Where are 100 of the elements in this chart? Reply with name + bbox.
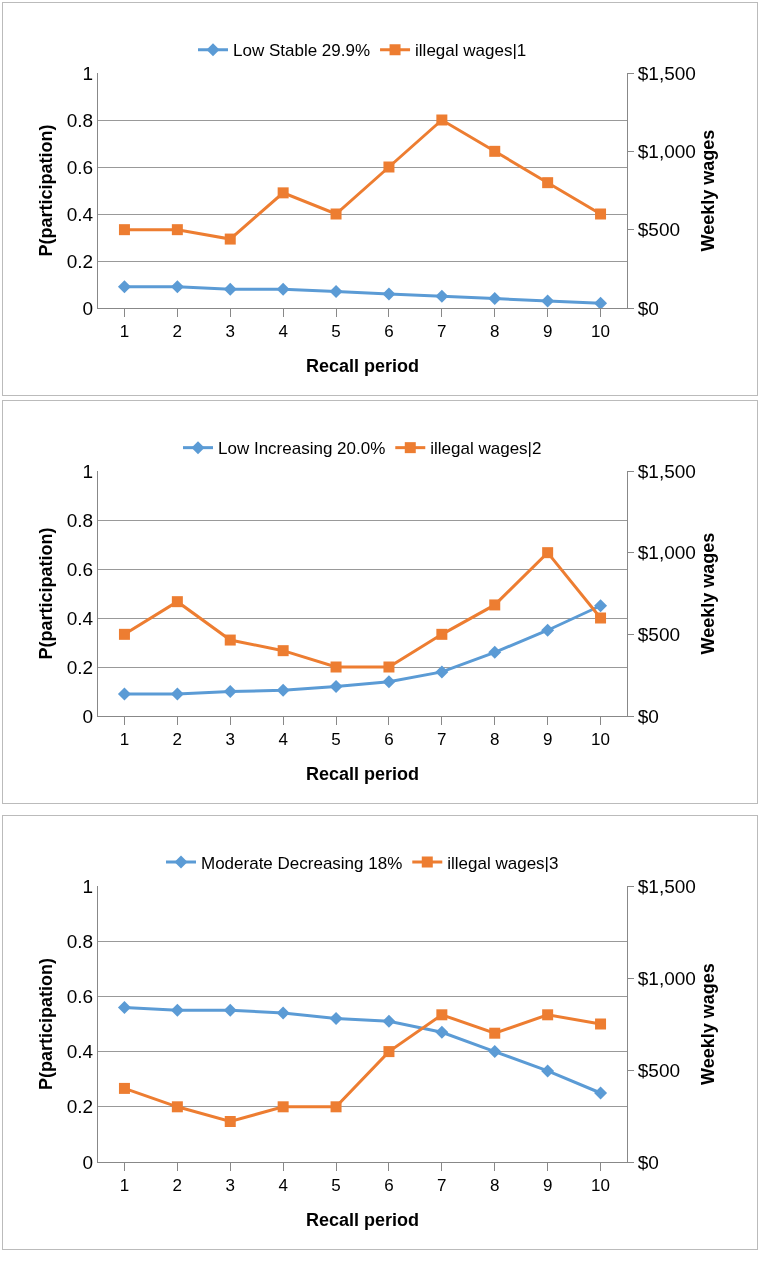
point (435, 1025, 449, 1039)
y-tick-label: 0.2 (66, 656, 94, 678)
point (382, 675, 396, 689)
x-tick-label: 6 (384, 322, 394, 342)
legend-label: Low Increasing 20.0% (218, 439, 386, 459)
point (330, 1101, 342, 1113)
point (170, 687, 184, 701)
y-tick-label: 0.6 (66, 986, 94, 1008)
y-tick-label: 0.6 (66, 558, 94, 580)
y-tick-label: 0.8 (66, 109, 94, 131)
point (223, 685, 237, 698)
y-tick-label: 0.4 (66, 607, 94, 629)
point (594, 1086, 608, 1100)
x-tick-label: 1 (119, 730, 130, 750)
x-tick-label: 3 (225, 1176, 235, 1196)
y-tick-label: 0.8 (66, 930, 94, 952)
x-tick-label: 9 (542, 1176, 553, 1196)
x-axis-title: Recall period (305, 764, 420, 784)
point (276, 683, 290, 697)
x-tick-label: 4 (278, 322, 288, 342)
point (277, 645, 289, 657)
y2-tick-label: $1,000 (637, 967, 696, 989)
y2-axis-title: Weekly wages (697, 129, 718, 252)
point (277, 187, 289, 199)
x-tick-label: 1 (119, 1176, 130, 1196)
y-tick-label: 0.2 (66, 1096, 94, 1118)
point (330, 661, 342, 673)
point (171, 596, 183, 608)
point (594, 599, 608, 613)
x-tick-label: 7 (437, 730, 447, 750)
y2-axis-title: Weekly wages (697, 963, 718, 1085)
y2-tick-label: $500 (637, 219, 681, 241)
y-axis-title: P(participation) (36, 124, 56, 257)
x-tick-label: 5 (331, 1176, 341, 1196)
x-tick-label: 2 (172, 730, 183, 750)
point (117, 1000, 131, 1014)
x-tick-label: 1 (119, 322, 130, 342)
y-tick-label: 0 (82, 297, 94, 319)
y-tick-label: 0.6 (66, 156, 94, 178)
point (595, 612, 607, 624)
y2-tick-label: $0 (637, 297, 659, 319)
x-tick-label: 8 (490, 730, 500, 750)
y2-tick-label: $1,500 (637, 460, 696, 482)
point (276, 1006, 290, 1020)
x-tick-label: 8 (490, 1176, 500, 1196)
y2-tick-label: $500 (637, 623, 681, 645)
legend-label: illegal wages|3 (447, 853, 559, 873)
x-tick-label: 5 (331, 730, 341, 750)
x-tick-label: 9 (542, 730, 553, 750)
legend-label: illegal wages|2 (430, 439, 542, 459)
point (489, 599, 501, 611)
point (329, 680, 343, 694)
y-tick-label: 0.4 (66, 1041, 94, 1063)
x-tick-label: 3 (225, 730, 235, 750)
y-tick-label: 0 (82, 1151, 94, 1173)
point (118, 224, 130, 236)
y-tick-label: 0 (82, 705, 94, 727)
point (488, 645, 502, 659)
x-tick-label: 10 (591, 730, 611, 750)
y2-axis-title: Weekly wages (697, 532, 718, 655)
point (595, 208, 607, 220)
point (117, 687, 131, 701)
y2-tick-label: $1,500 (637, 875, 696, 897)
x-tick-label: 3 (225, 322, 235, 342)
y-tick-label: 1 (82, 460, 94, 482)
x-tick-label: 7 (437, 1176, 447, 1196)
x-axis-title: Recall period (305, 356, 420, 376)
point (435, 665, 449, 679)
point (436, 1009, 448, 1021)
point (383, 161, 395, 173)
x-tick-label: 4 (278, 1176, 288, 1196)
point (436, 114, 448, 126)
x-tick-label: 5 (331, 322, 341, 342)
point (489, 145, 501, 157)
point (541, 1064, 555, 1078)
point (542, 177, 554, 189)
y2-tick-label: $0 (637, 705, 659, 727)
point (224, 634, 236, 646)
y-axis-title: P(participation) (36, 527, 56, 660)
y-tick-label: 0.2 (66, 250, 94, 272)
point (595, 1018, 607, 1030)
point (171, 1101, 183, 1113)
x-tick-label: 8 (490, 322, 500, 342)
y2-tick-label: $1,000 (637, 542, 696, 564)
y-tick-label: 0.8 (66, 509, 94, 531)
y-tick-label: 0.4 (66, 203, 94, 225)
x-tick-label: 6 (384, 730, 394, 750)
legend-label: Moderate Decreasing 18% (201, 853, 403, 873)
y-tick-label: 1 (82, 875, 94, 897)
point (488, 1045, 502, 1059)
point (223, 1003, 237, 1017)
point (542, 547, 554, 559)
point (383, 1046, 395, 1058)
legend-label: Low Stable 29.9% (233, 41, 371, 61)
x-tick-label: 10 (591, 322, 611, 342)
point (224, 1116, 236, 1128)
point (118, 1082, 130, 1094)
x-axis-title: Recall period (305, 1210, 420, 1230)
x-tick-label: 2 (172, 1176, 183, 1196)
point (489, 1027, 501, 1039)
